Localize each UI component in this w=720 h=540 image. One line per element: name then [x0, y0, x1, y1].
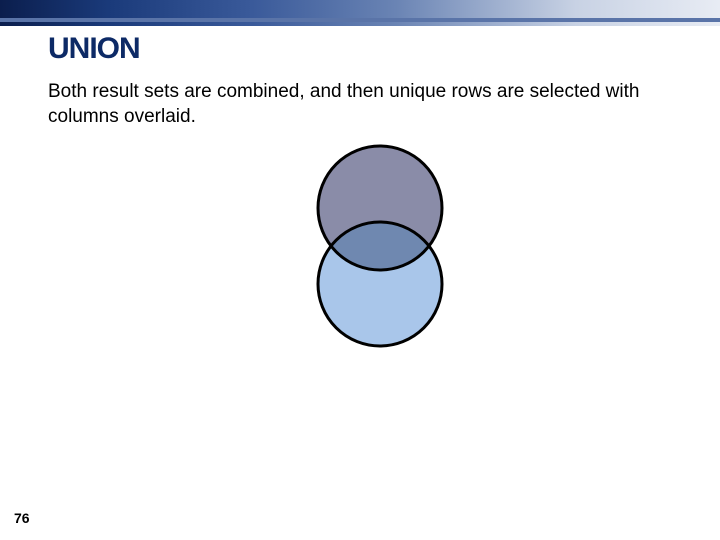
top-banner [0, 0, 720, 26]
slide-body-text: Both result sets are combined, and then … [48, 80, 668, 129]
page-number: 76 [14, 510, 30, 526]
venn-diagram [300, 140, 460, 350]
slide-title: UNION [48, 32, 140, 66]
